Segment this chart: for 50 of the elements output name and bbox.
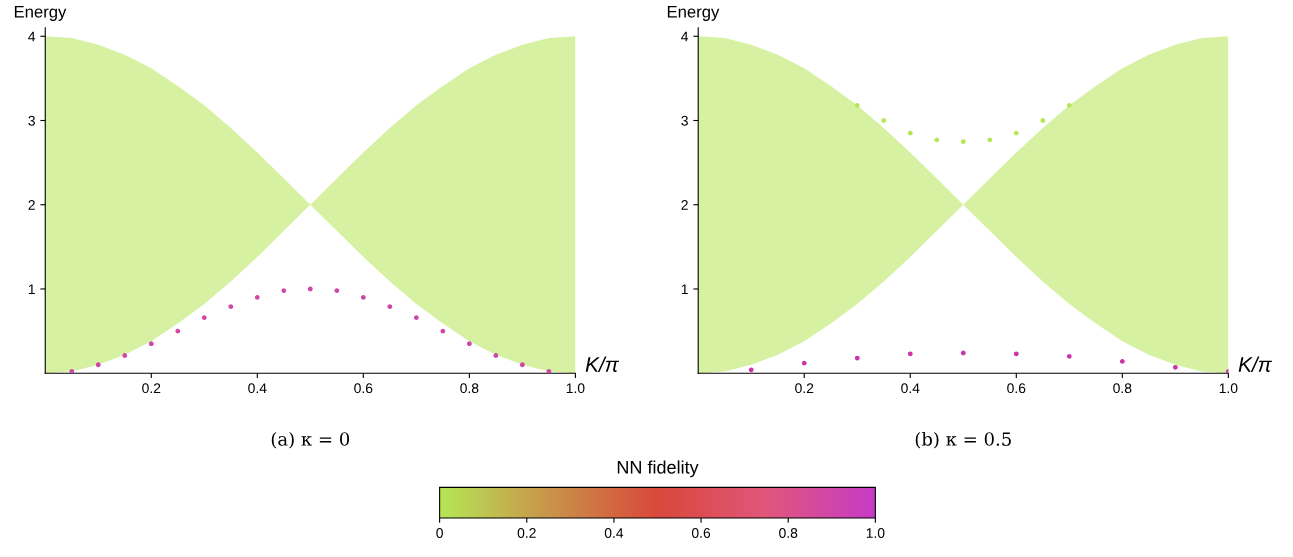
y-axis-title: Energy <box>14 6 67 21</box>
x-axis-title: K/π <box>585 356 620 372</box>
y-tick-label: 4 <box>28 31 36 42</box>
y-tick-label: 1 <box>28 284 35 294</box>
point <box>1172 364 1178 370</box>
x-axis-title: K/π <box>1238 356 1272 372</box>
point <box>748 367 754 373</box>
point <box>907 130 913 136</box>
y-tick-label: 2 <box>681 200 688 210</box>
y-tick-label: 3 <box>28 115 35 126</box>
x-tick-label: 0.8 <box>1113 383 1132 394</box>
color-bar-title: NN fidelity <box>617 460 699 478</box>
point <box>934 137 940 143</box>
y-tick-label: 1 <box>681 284 688 294</box>
y-tick-label: 2 <box>28 200 35 210</box>
color-bar-label: 0.8 <box>779 528 798 538</box>
y-axis-title: Energy <box>667 6 720 21</box>
point <box>1040 118 1046 123</box>
x-tick-label: 1.0 <box>1219 383 1238 394</box>
point <box>1066 353 1072 359</box>
x-tick-label: 0.2 <box>142 383 161 394</box>
x-tick-label: 0.4 <box>248 383 267 394</box>
point <box>907 351 913 357</box>
y-tick-label: 3 <box>681 115 688 126</box>
text: (b) κ = 0.5 <box>915 431 1011 449</box>
point <box>1119 359 1125 364</box>
point <box>801 360 807 366</box>
x-tick-label: 0.8 <box>460 383 479 394</box>
color-bar-label: 1.0 <box>866 528 885 538</box>
point <box>854 102 860 108</box>
point <box>960 350 966 356</box>
color-bar-label: 0.6 <box>691 528 711 538</box>
point <box>1013 130 1019 136</box>
point <box>960 139 966 144</box>
point <box>987 137 993 143</box>
point <box>881 118 887 123</box>
point <box>1066 102 1072 108</box>
point <box>854 355 860 361</box>
x-tick-label: 0.4 <box>901 383 920 394</box>
point <box>1013 351 1019 357</box>
point <box>1225 369 1229 374</box>
text: (a) κ = 0 <box>271 431 350 449</box>
color-bar-label: 0.2 <box>517 528 536 538</box>
color-bar-label: 0.4 <box>604 528 624 538</box>
x-tick-label: 0.2 <box>795 383 814 394</box>
x-tick-label: 0.6 <box>1007 383 1026 394</box>
y-tick-label: 4 <box>681 31 689 42</box>
color-bar-label: 0 <box>436 528 443 538</box>
x-tick-label: 1.0 <box>566 383 585 394</box>
x-tick-label: 0.6 <box>354 383 373 394</box>
